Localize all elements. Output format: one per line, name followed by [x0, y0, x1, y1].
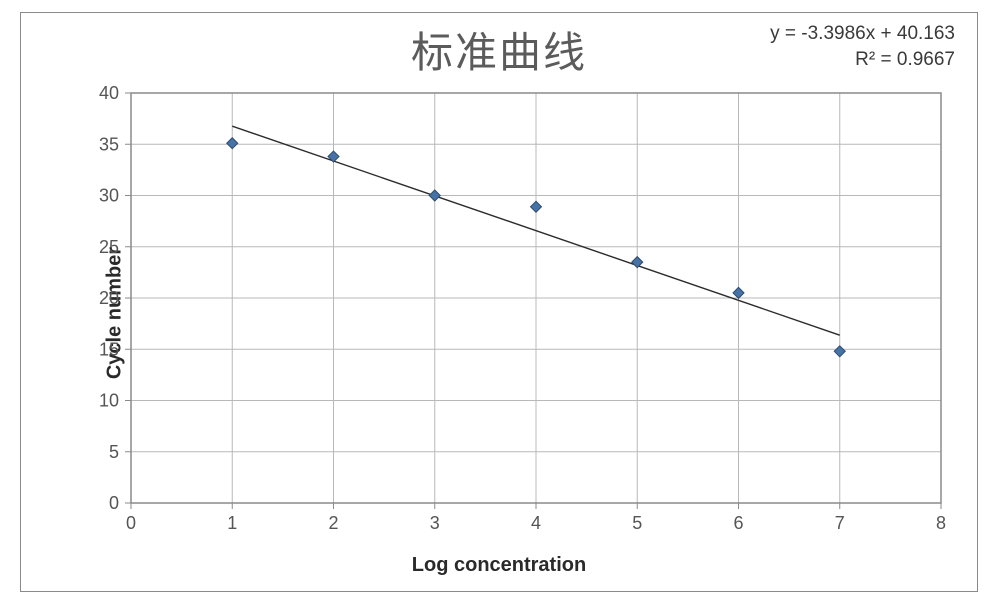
svg-text:40: 40: [99, 83, 119, 103]
svg-text:5: 5: [632, 513, 642, 533]
svg-text:6: 6: [733, 513, 743, 533]
svg-text:10: 10: [99, 391, 119, 411]
svg-text:35: 35: [99, 134, 119, 154]
chart-container: 标准曲线 y = -3.3986x + 40.163 R² = 0.9667 C…: [20, 12, 978, 592]
svg-text:0: 0: [126, 513, 136, 533]
svg-text:0: 0: [109, 493, 119, 513]
svg-text:30: 30: [99, 186, 119, 206]
svg-text:2: 2: [328, 513, 338, 533]
svg-text:15: 15: [99, 339, 119, 359]
svg-text:5: 5: [109, 442, 119, 462]
svg-text:4: 4: [531, 513, 541, 533]
plot-area: 0 1 2 3 4 5 6 7 8 0 5 10 15 20 25 30 35 40: [21, 13, 979, 593]
svg-text:20: 20: [99, 288, 119, 308]
svg-text:1: 1: [227, 513, 237, 533]
svg-text:8: 8: [936, 513, 946, 533]
svg-text:25: 25: [99, 237, 119, 257]
svg-text:7: 7: [835, 513, 845, 533]
svg-text:3: 3: [430, 513, 440, 533]
